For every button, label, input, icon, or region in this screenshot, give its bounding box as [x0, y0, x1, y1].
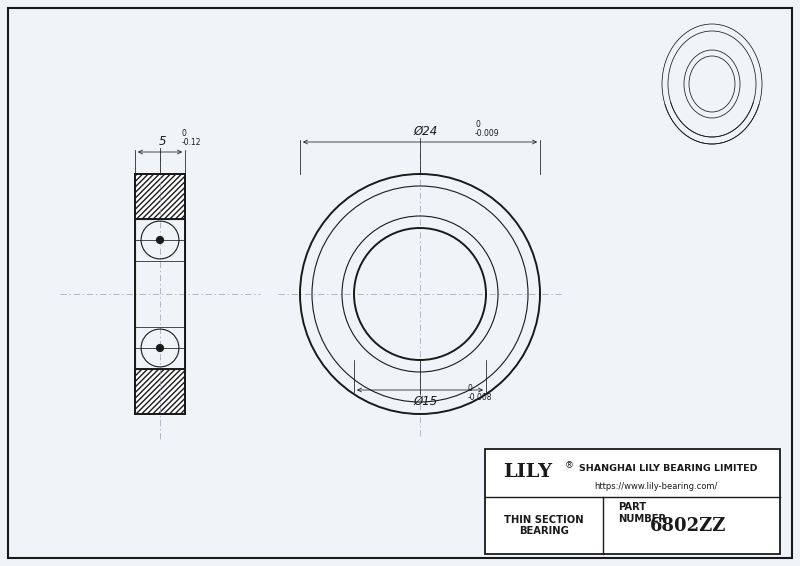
Bar [135, 219, 185, 369]
Text: 0: 0 [182, 129, 187, 138]
Text: -0.008: -0.008 [468, 393, 493, 402]
Text: THIN SECTION
BEARING: THIN SECTION BEARING [504, 515, 584, 537]
Text: PART
NUMBER: PART NUMBER [618, 503, 666, 524]
Text: -0.12: -0.12 [182, 138, 202, 147]
Text: 6802ZZ: 6802ZZ [650, 517, 726, 535]
Circle shape [157, 237, 163, 243]
Text: Ø15: Ø15 [414, 395, 438, 408]
Text: SHANGHAI LILY BEARING LIMITED: SHANGHAI LILY BEARING LIMITED [579, 465, 758, 473]
Text: https://www.lily-bearing.com/: https://www.lily-bearing.com/ [594, 482, 718, 491]
Text: 0: 0 [468, 384, 473, 393]
Bar [135, 174, 185, 219]
Text: Ø24: Ø24 [414, 125, 438, 138]
Text: LILY: LILY [503, 463, 552, 481]
Circle shape [157, 345, 163, 351]
Text: 5: 5 [159, 135, 166, 148]
Text: 0: 0 [475, 120, 480, 129]
Bar [135, 174, 185, 219]
Bar [135, 174, 185, 414]
Bar [135, 369, 185, 414]
Bar [135, 369, 185, 414]
Text: ®: ® [565, 461, 574, 470]
Bar [485, 449, 780, 554]
Text: -0.009: -0.009 [475, 129, 500, 138]
